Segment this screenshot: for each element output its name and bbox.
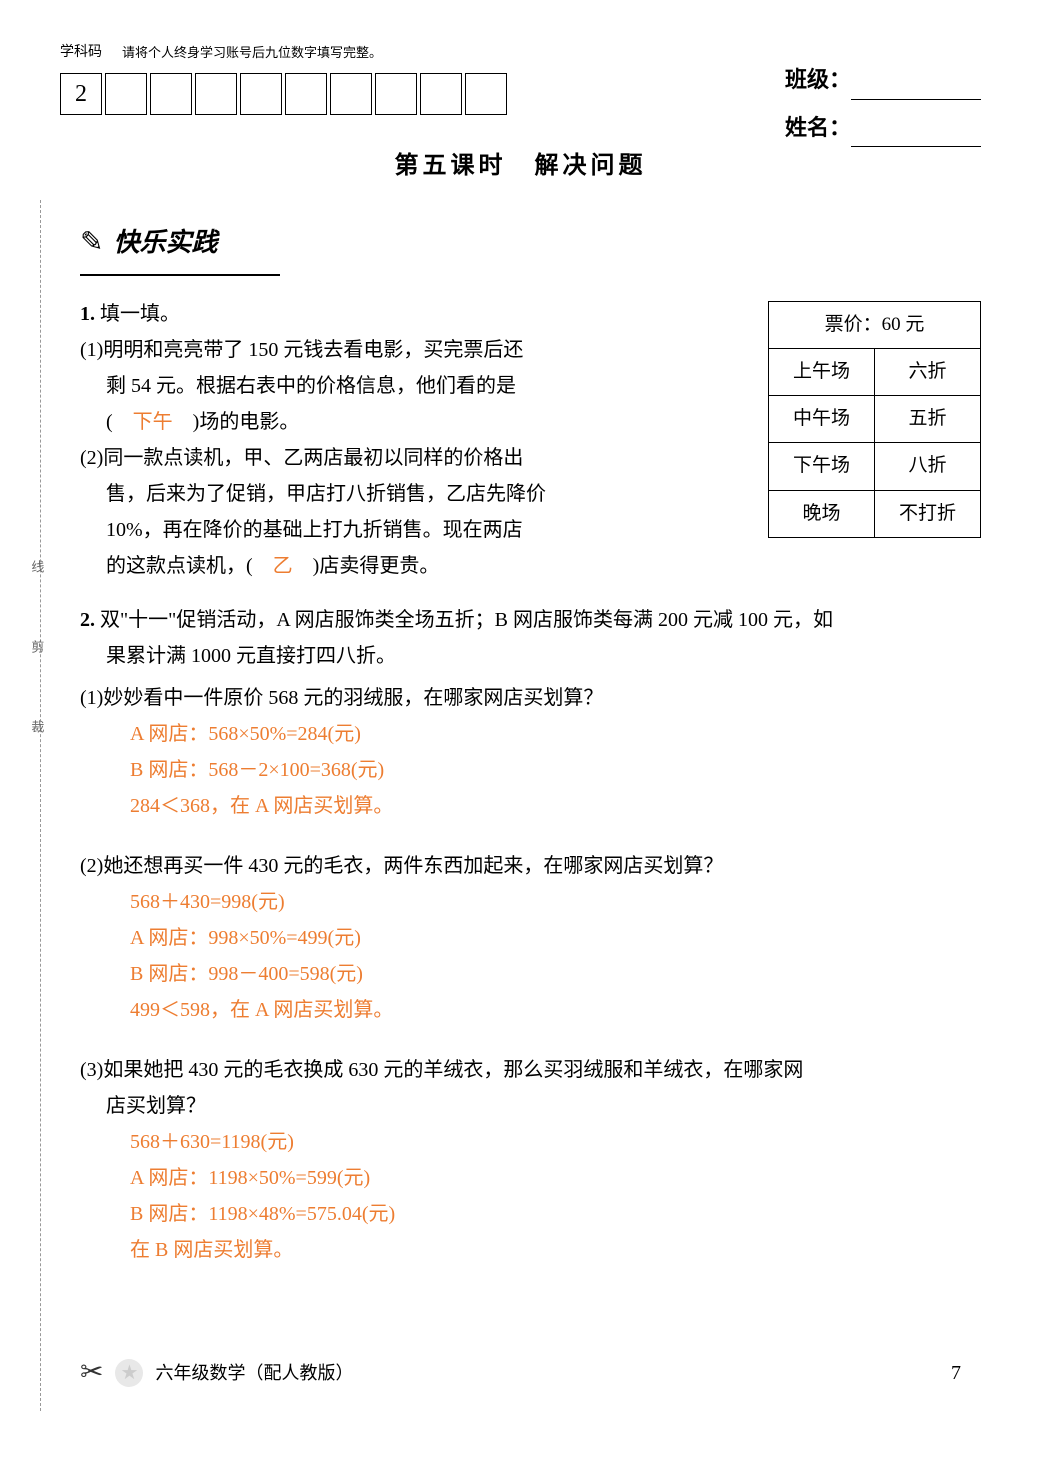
- q1-num: 1.: [80, 303, 95, 325]
- pencil-icon: ✎: [80, 218, 103, 268]
- code-box-4[interactable]: [240, 73, 282, 115]
- q1-sub2-pre: 的这款点读机，(: [106, 555, 273, 577]
- footer: ✂ ★ 六年级数学（配人教版） 7: [60, 1348, 981, 1398]
- q2-sub2-s2: A 网店：998×50%=499(元): [80, 920, 981, 956]
- header-area: 学科码 请将个人终身学习账号后九位数字填写完整。 班级： 姓名： 2: [60, 40, 981, 115]
- code-box-2[interactable]: [150, 73, 192, 115]
- q1-sub1-answer: 下午: [133, 411, 173, 433]
- cut-line: [40, 200, 41, 1411]
- class-label: 班级：: [785, 67, 851, 92]
- q2-num: 2.: [80, 609, 95, 631]
- footer-text: 六年级数学（配人教版）: [155, 1357, 353, 1389]
- q1-sub2-answer: 乙: [273, 555, 293, 577]
- xuekema-label: 学科码: [60, 40, 102, 65]
- price-table: 票价：60 元 上午场六折 中午场五折 下午场八折 晚场不打折: [768, 301, 981, 538]
- code-box-8[interactable]: [420, 73, 462, 115]
- q2-sub3-q1: (3)如果她把 430 元的毛衣换成 630 元的羊绒衣，那么买羽绒服和羊绒衣，…: [80, 1052, 981, 1088]
- q2-sub1-q: (1)妙妙看中一件原价 568 元的羽绒服，在哪家网店买划算？: [80, 680, 981, 716]
- content: ✎ 快乐实践 票价：60 元 上午场六折 中午场五折 下午场八折 晚场不打折 1…: [60, 218, 981, 1267]
- xuekema-block: 学科码 请将个人终身学习账号后九位数字填写完整。: [60, 40, 382, 65]
- page-number: 7: [951, 1355, 961, 1391]
- q1-sub2-post: )店卖得更贵。: [293, 555, 440, 577]
- section-header: ✎ 快乐实践: [80, 218, 280, 275]
- code-box-7[interactable]: [375, 73, 417, 115]
- q2-sub2-q: (2)她还想再买一件 430 元的毛衣，两件东西加起来，在哪家网店买划算？: [80, 848, 981, 884]
- q1-sub1-post: )场的电影。: [173, 411, 300, 433]
- class-name-area: 班级： 姓名：: [785, 60, 981, 147]
- price-cell: 下午场: [768, 443, 874, 490]
- code-box-9[interactable]: [465, 73, 507, 115]
- q2-lead-2: 果累计满 1000 元直接打四八折。: [80, 638, 981, 674]
- q2-sub2-s1: 568＋430=998(元): [80, 884, 981, 920]
- margin-label-3: 裁: [25, 720, 48, 733]
- code-box-0: 2: [60, 73, 102, 115]
- price-cell: 六折: [874, 348, 980, 395]
- price-cell: 不打折: [874, 490, 980, 537]
- code-box-5[interactable]: [285, 73, 327, 115]
- name-line[interactable]: [851, 125, 981, 147]
- q1-sub1-pre: (: [106, 411, 133, 433]
- price-cell: 中午场: [768, 396, 874, 443]
- price-cell: 五折: [874, 396, 980, 443]
- q2-sub2-s3: B 网店：998－400=598(元): [80, 956, 981, 992]
- q2-sub1-s2: B 网店：568－2×100=368(元): [80, 752, 981, 788]
- code-box-1[interactable]: [105, 73, 147, 115]
- scissors-icon: ✂: [80, 1348, 103, 1398]
- q2-sub3-q2: 店买划算？: [80, 1088, 981, 1124]
- section-title: 快乐实践: [113, 220, 217, 267]
- q2-lead-1: 双"十一"促销活动，A 网店服饰类全场五折；B 网店服饰类每满 200 元减 1…: [100, 609, 833, 631]
- q2-sub3-s2: A 网店：1198×50%=599(元): [80, 1160, 981, 1196]
- price-table-header: 票价：60 元: [768, 301, 980, 348]
- q2-sub3-s1: 568＋630=1198(元): [80, 1124, 981, 1160]
- code-box-6[interactable]: [330, 73, 372, 115]
- q1-lead: 填一填。: [100, 303, 180, 325]
- lesson-title: 第五课时 解决问题: [60, 145, 981, 188]
- price-cell: 八折: [874, 443, 980, 490]
- margin-label-1: 线: [25, 560, 48, 573]
- price-cell: 上午场: [768, 348, 874, 395]
- q2-sub1-s1: A 网店：568×50%=284(元): [80, 716, 981, 752]
- q2-sub3-s3: B 网店：1198×48%=575.04(元): [80, 1196, 981, 1232]
- problem-1: 票价：60 元 上午场六折 中午场五折 下午场八折 晚场不打折 1. 填一填。 …: [80, 296, 981, 584]
- q2-sub2-s4: 499＜598，在 A 网店买划算。: [80, 992, 981, 1028]
- problem-2: 2. 双"十一"促销活动，A 网店服饰类全场五折；B 网店服饰类每满 200 元…: [80, 602, 981, 1268]
- code-box-3[interactable]: [195, 73, 237, 115]
- class-line[interactable]: [851, 78, 981, 100]
- q1-sub2-l4: 的这款点读机，( 乙 )店卖得更贵。: [80, 548, 981, 584]
- q2-sub3-s4: 在 B 网店买划算。: [80, 1232, 981, 1268]
- margin-label-2: 剪: [25, 640, 48, 653]
- q2-sub1-s3: 284＜368，在 A 网店买划算。: [80, 788, 981, 824]
- price-cell: 晚场: [768, 490, 874, 537]
- xuekema-hint: 请将个人终身学习账号后九位数字填写完整。: [122, 41, 382, 64]
- name-label: 姓名：: [785, 115, 851, 140]
- star-icon: ★: [115, 1359, 143, 1387]
